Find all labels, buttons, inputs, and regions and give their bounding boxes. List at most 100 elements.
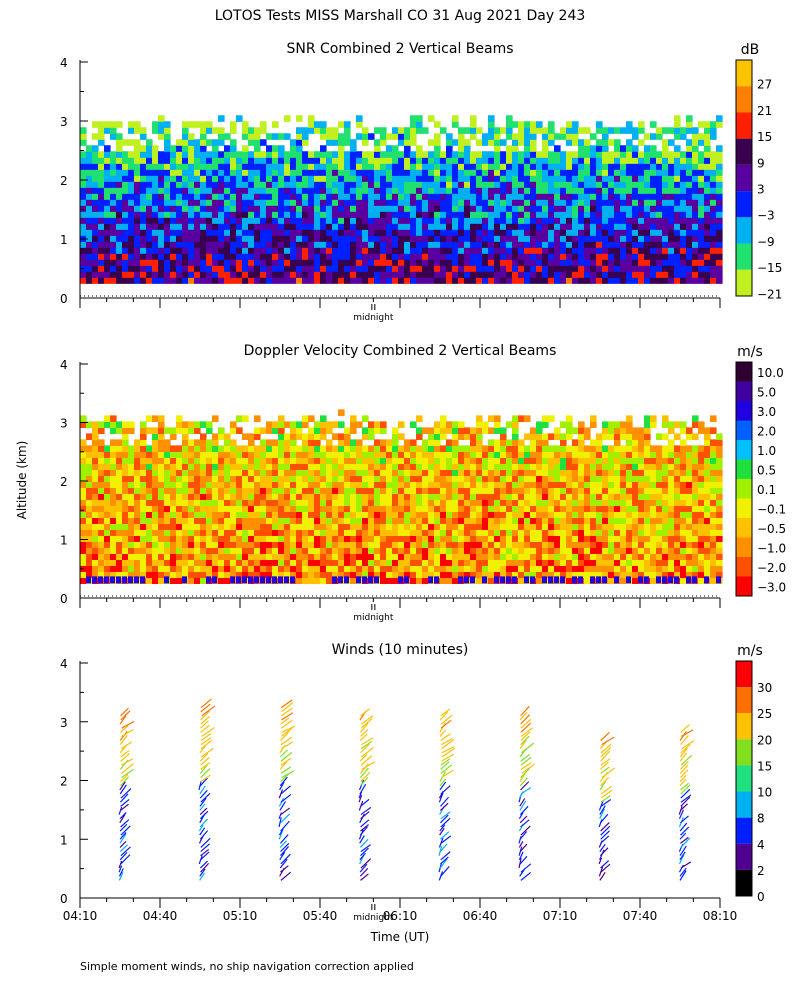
- heat-cell: [248, 193, 255, 200]
- heat-cell: [110, 157, 117, 164]
- heat-cell: [428, 553, 435, 560]
- heat-cell: [536, 559, 543, 566]
- heat-cell: [242, 463, 249, 470]
- heat-cell: [542, 487, 549, 494]
- heat-cell: [362, 133, 369, 140]
- heat-cell: [230, 547, 237, 554]
- heat-cell: [116, 565, 123, 572]
- heat-cell: [428, 439, 435, 446]
- heat-cell: [698, 271, 705, 278]
- heat-cell: [458, 211, 465, 218]
- heat-cell: [500, 547, 507, 554]
- heat-cell: [398, 487, 405, 494]
- colorbar-label: 15: [757, 130, 772, 144]
- heat-cell: [704, 229, 711, 236]
- heat-cell: [80, 577, 87, 584]
- heat-cell: [182, 529, 189, 536]
- heat-cell: [260, 271, 267, 278]
- heat-cell: [404, 133, 411, 140]
- heat-cell: [422, 181, 429, 188]
- heat-cell: [680, 181, 687, 188]
- heat-cell: [266, 157, 273, 164]
- heat-cell: [452, 541, 459, 548]
- heat-cell: [356, 199, 363, 206]
- heat-cell: [266, 175, 273, 182]
- heat-cell: [398, 445, 405, 452]
- heat-cell: [404, 535, 411, 542]
- heat-cell: [344, 433, 351, 440]
- heat-cell: [200, 121, 207, 128]
- heat-cell: [332, 169, 339, 176]
- heat-cell: [572, 199, 579, 206]
- heat-cell: [488, 175, 495, 182]
- heat-cell: [572, 547, 579, 554]
- heat-cell: [416, 445, 423, 452]
- heat-cell: [176, 541, 183, 548]
- heat-cell: [146, 457, 153, 464]
- heat-cell: [440, 427, 447, 434]
- heat-cell: [542, 415, 549, 422]
- heat-cell: [218, 523, 225, 530]
- heat-cell: [230, 121, 237, 128]
- heat-cell: [494, 421, 501, 428]
- heat-cell: [548, 571, 555, 578]
- heat-cell: [446, 139, 453, 146]
- heat-cell: [140, 565, 147, 572]
- heat-cell: [218, 565, 225, 572]
- heat-cell: [404, 139, 411, 146]
- heat-cell: [140, 517, 147, 524]
- heat-cell: [260, 457, 267, 464]
- heat-cell: [470, 253, 477, 260]
- heat-cell: [716, 199, 723, 206]
- heat-cell: [560, 193, 567, 200]
- heat-cell: [464, 445, 471, 452]
- heat-cell: [416, 481, 423, 488]
- heat-cell: [134, 169, 141, 176]
- heat-cell: [230, 169, 237, 176]
- heat-cell: [476, 475, 483, 482]
- heat-cell: [536, 499, 543, 506]
- heat-cell: [308, 175, 315, 182]
- heat-cell: [590, 253, 597, 260]
- heat-cell: [602, 199, 609, 206]
- heat-cell: [200, 577, 207, 584]
- heat-cell: [248, 469, 255, 476]
- heat-cell: [254, 559, 261, 566]
- heat-cell: [470, 229, 477, 236]
- heat-cell: [656, 181, 663, 188]
- heat-cell: [554, 235, 561, 242]
- heat-cell: [428, 433, 435, 440]
- heat-cell: [374, 127, 381, 134]
- heat-cell: [542, 457, 549, 464]
- heat-cell: [416, 547, 423, 554]
- heat-cell: [296, 541, 303, 548]
- heat-cell: [440, 415, 447, 422]
- heat-cell: [344, 463, 351, 470]
- heat-cell: [374, 151, 381, 158]
- heat-cell: [566, 475, 573, 482]
- heat-cell: [692, 223, 699, 230]
- heat-cell: [182, 223, 189, 230]
- heat-cell: [386, 577, 393, 584]
- heat-cell: [140, 439, 147, 446]
- heat-cell: [326, 169, 333, 176]
- heat-cell: [170, 463, 177, 470]
- heat-cell: [482, 151, 489, 158]
- heat-cell: [344, 559, 351, 566]
- heat-cell: [278, 469, 285, 476]
- heat-cell: [350, 265, 357, 272]
- heat-cell: [686, 271, 693, 278]
- heat-cell: [308, 565, 315, 572]
- heat-cell: [398, 271, 405, 278]
- heat-cell: [338, 451, 345, 458]
- heat-cell: [122, 517, 129, 524]
- heat-cell: [578, 277, 585, 284]
- heat-cell: [458, 259, 465, 266]
- heat-cell: [176, 247, 183, 254]
- heat-cell: [92, 529, 99, 536]
- heat-cell: [710, 229, 717, 236]
- heat-cell: [212, 151, 219, 158]
- heat-cell: [242, 529, 249, 536]
- heat-cell: [284, 451, 291, 458]
- heat-cell: [368, 565, 375, 572]
